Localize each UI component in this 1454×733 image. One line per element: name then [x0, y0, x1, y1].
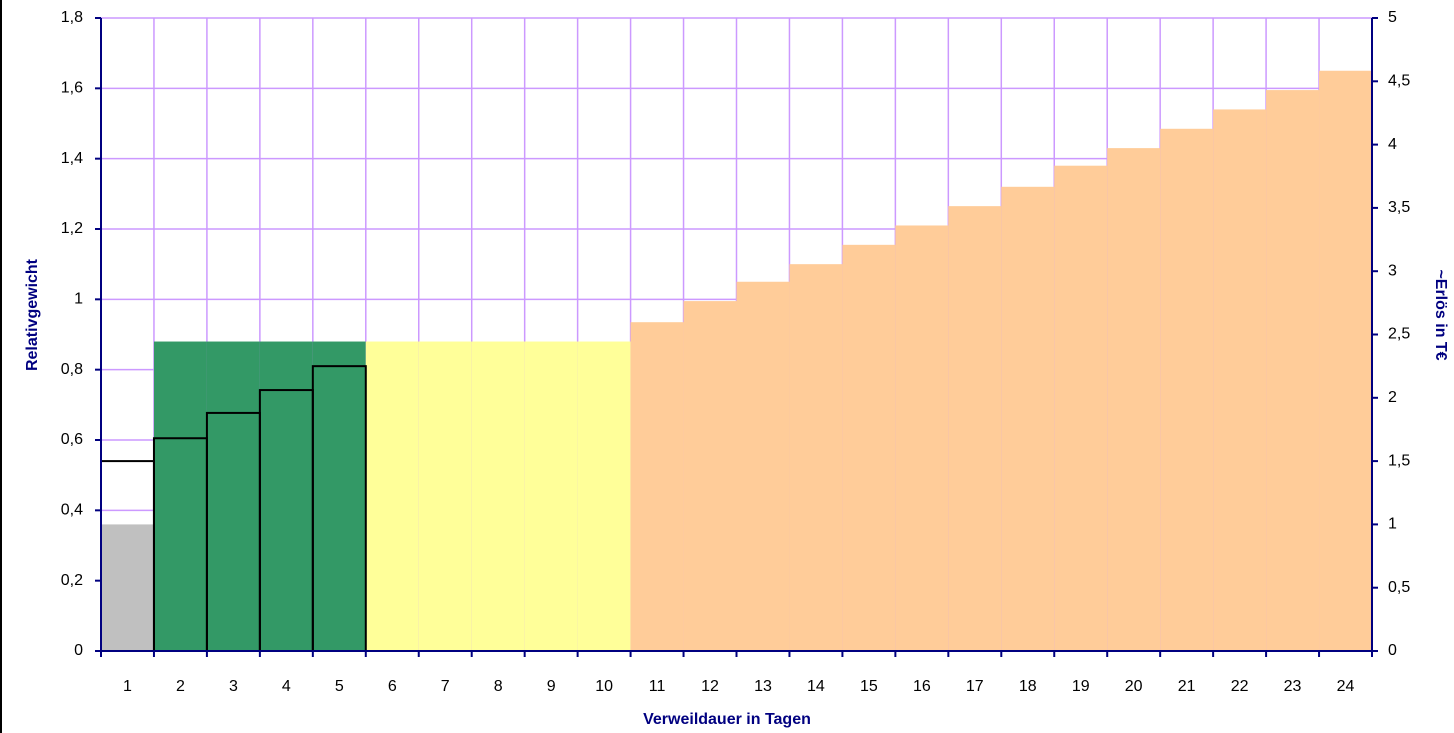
x-tick-label: 5: [335, 678, 344, 695]
x-tick-label: 12: [701, 678, 719, 695]
x-tick-label: 19: [1072, 678, 1090, 695]
bar: [365, 341, 419, 651]
y2-axis-title: ~Erlös in T€: [1432, 269, 1449, 360]
x-tick-label: 4: [282, 678, 291, 695]
y-tick-label: 0,6: [61, 431, 83, 448]
x-axis-title: Verweildauer in Tagen: [643, 711, 811, 728]
bar: [1001, 186, 1055, 652]
bar: [153, 341, 207, 651]
y-tick-label: 0,8: [61, 361, 83, 378]
bar: [1160, 128, 1214, 651]
y2-tick-label: 2,5: [1388, 326, 1410, 343]
x-tick-label: 13: [754, 678, 772, 695]
x-tick-label: 22: [1231, 678, 1249, 695]
x-tick-label: 3: [229, 678, 238, 695]
x-tick-label: 2: [176, 678, 185, 695]
bar: [630, 322, 684, 651]
bar: [418, 341, 472, 651]
bar: [1107, 148, 1161, 651]
y-tick-label: 1,6: [61, 80, 83, 97]
x-tick-label: 23: [1284, 678, 1302, 695]
x-tick-label: 17: [966, 678, 984, 695]
bar: [101, 524, 154, 651]
bar: [1266, 90, 1320, 651]
x-tick-label: 7: [441, 678, 450, 695]
y-tick-label: 1,8: [61, 9, 83, 26]
y2-tick-label: 1,5: [1388, 452, 1410, 469]
y2-tick-label: 4,5: [1388, 73, 1410, 90]
y2-tick-label: 5: [1388, 9, 1397, 26]
y2-tick-label: 3,5: [1388, 199, 1410, 216]
y2-tick-label: 3: [1388, 262, 1397, 279]
bar: [948, 206, 1002, 651]
x-tick-label: 8: [494, 678, 503, 695]
y2-tick-label: 4: [1388, 136, 1397, 153]
bar: [312, 341, 366, 651]
bar: [842, 244, 896, 651]
x-tick-label: 15: [860, 678, 878, 695]
bar: [524, 341, 578, 651]
bar: [206, 341, 260, 651]
y-axis-title: Relativgewicht: [24, 258, 41, 371]
y2-tick-label: 1: [1388, 516, 1397, 533]
x-tick-label: 24: [1337, 678, 1355, 695]
x-tick-label: 21: [1178, 678, 1196, 695]
x-tick-label: 11: [649, 678, 666, 695]
bar: [1213, 109, 1267, 651]
x-tick-label: 6: [388, 678, 397, 695]
x-tick-label: 9: [547, 678, 556, 695]
bar: [259, 341, 313, 651]
bar: [683, 301, 737, 651]
bar: [1319, 70, 1372, 651]
x-tick-label: 20: [1125, 678, 1143, 695]
y-tick-label: 1,4: [61, 150, 83, 167]
y-tick-label: 0,2: [61, 572, 83, 589]
x-tick-label: 14: [807, 678, 825, 695]
x-tick-label: 10: [595, 678, 613, 695]
x-tick-label: 16: [913, 678, 931, 695]
y2-tick-label: 2: [1388, 389, 1397, 406]
bars: [100, 70, 1372, 652]
bar: [895, 225, 949, 651]
x-tick-label: 18: [1019, 678, 1037, 695]
axes: 0 0,2 0,4 0,6 0,8 1 1,2 1,4 1,6 1,8 0 0,5 1 1,5 2 2,5 3 3…: [61, 9, 1411, 695]
y-tick-label: 0,4: [61, 502, 83, 519]
bar: [1054, 165, 1108, 651]
y2-tick-label: 0: [1388, 642, 1397, 659]
y-tick-label: 1,2: [61, 220, 83, 237]
x-tick-label: 1: [123, 678, 132, 695]
bar: [577, 341, 631, 651]
bar: [789, 264, 843, 651]
y-tick-label: 0: [74, 642, 83, 659]
bar: [471, 341, 525, 651]
y2-tick-label: 0,5: [1388, 579, 1410, 596]
y-tick-label: 1: [74, 291, 83, 308]
bar: [736, 281, 790, 651]
